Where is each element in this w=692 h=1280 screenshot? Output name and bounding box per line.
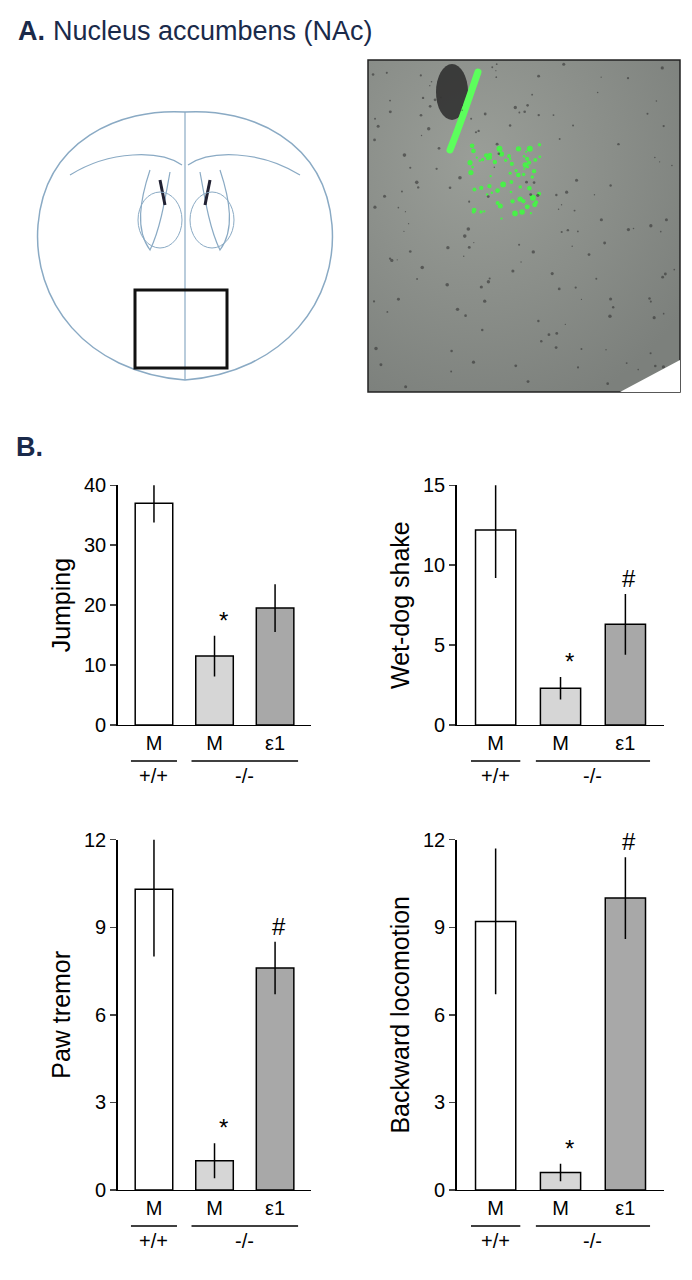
svg-text:M: M [146, 732, 163, 754]
svg-text:Wet-dog shake: Wet-dog shake [386, 521, 414, 689]
svg-text:3: 3 [95, 1091, 106, 1113]
svg-text:Jumping: Jumping [47, 558, 75, 653]
svg-text:40: 40 [84, 474, 106, 496]
svg-text:-/-: -/- [583, 765, 602, 787]
svg-text:12: 12 [423, 829, 445, 851]
svg-text:M: M [487, 732, 504, 754]
svg-text:#: # [622, 828, 636, 855]
svg-text:ε1: ε1 [265, 1197, 285, 1219]
svg-text:0: 0 [95, 714, 106, 736]
svg-text:*: * [219, 1114, 228, 1141]
svg-text:*: * [219, 607, 228, 634]
svg-text:ε1: ε1 [615, 1197, 635, 1219]
svg-text:15: 15 [423, 474, 445, 496]
svg-text:0: 0 [434, 1179, 445, 1201]
svg-text:+/+: +/+ [481, 765, 510, 787]
svg-text:*: * [565, 648, 574, 675]
svg-text:M: M [552, 732, 569, 754]
svg-text:6: 6 [434, 1004, 445, 1026]
svg-text:6: 6 [95, 1004, 106, 1026]
svg-text:30: 30 [84, 534, 106, 556]
svg-text:#: # [272, 913, 286, 940]
svg-text:10: 10 [84, 654, 106, 676]
svg-text:M: M [206, 1197, 223, 1219]
svg-text:M: M [552, 1197, 569, 1219]
svg-text:M: M [146, 1197, 163, 1219]
svg-text:#: # [622, 565, 636, 592]
svg-text:3: 3 [434, 1091, 445, 1113]
svg-text:12: 12 [84, 829, 106, 851]
svg-text:10: 10 [423, 554, 445, 576]
svg-text:9: 9 [95, 916, 106, 938]
svg-text:9: 9 [434, 916, 445, 938]
svg-text:+/+: +/+ [139, 1230, 168, 1252]
svg-text:-/-: -/- [235, 765, 254, 787]
svg-text:0: 0 [95, 1179, 106, 1201]
svg-text:-/-: -/- [583, 1230, 602, 1252]
svg-text:Paw tremor: Paw tremor [47, 951, 75, 1079]
svg-text:0: 0 [434, 714, 445, 736]
svg-text:B.: B. [16, 432, 43, 462]
svg-text:M: M [206, 732, 223, 754]
svg-text:A.Nucleus accumbens (NAc): A.Nucleus accumbens (NAc) [18, 16, 373, 46]
svg-text:Backward locomotion: Backward locomotion [386, 896, 414, 1134]
svg-text:5: 5 [434, 634, 445, 656]
svg-text:+/+: +/+ [139, 765, 168, 787]
svg-text:+/+: +/+ [481, 1230, 510, 1252]
svg-text:20: 20 [84, 594, 106, 616]
svg-text:-/-: -/- [235, 1230, 254, 1252]
svg-text:*: * [565, 1135, 574, 1162]
svg-text:M: M [487, 1197, 504, 1219]
svg-text:ε1: ε1 [615, 732, 635, 754]
svg-text:ε1: ε1 [265, 732, 285, 754]
